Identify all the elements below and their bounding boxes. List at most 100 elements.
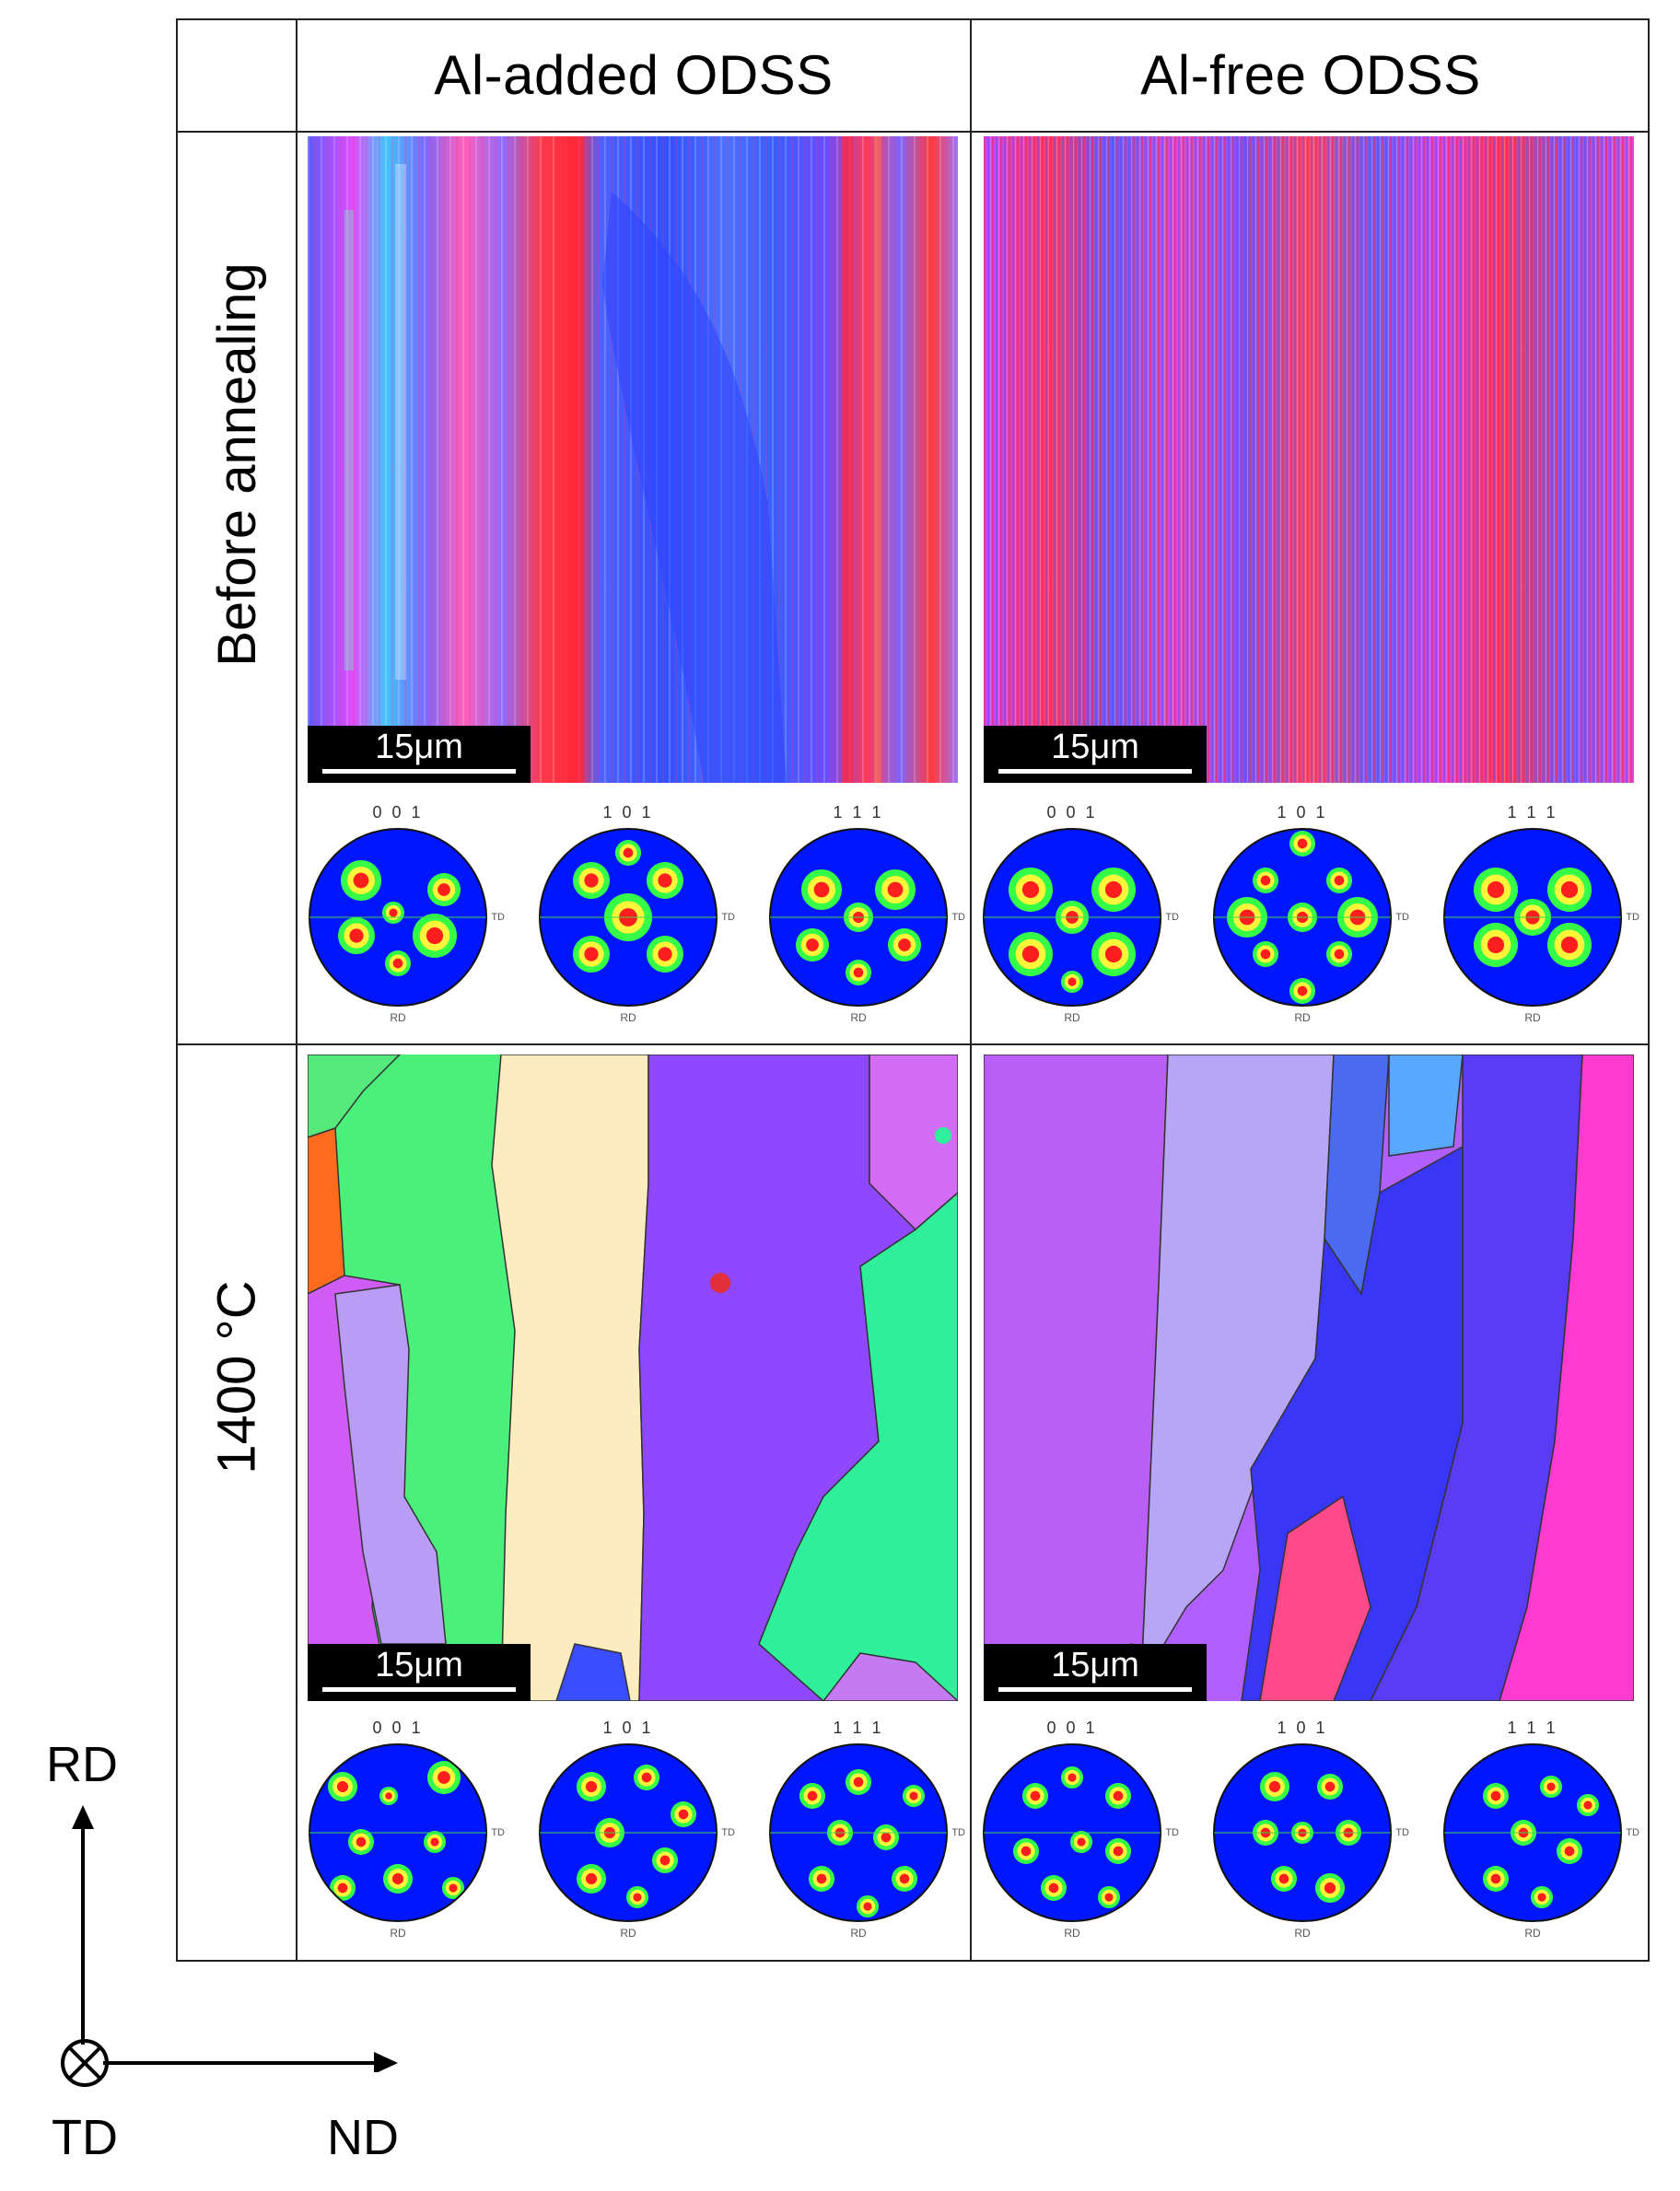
pole-figure-plot [1213, 1743, 1392, 1922]
pole-figure-plot [1443, 828, 1622, 1007]
ebsd-texture-al-free-before [984, 136, 1634, 783]
pole-figure-intensity-spot [430, 1837, 439, 1847]
axis-label-td: TD [52, 2110, 118, 2165]
pole-figure-intensity-spot [633, 1893, 642, 1902]
pole-figure-2: 1 0 1 TD RD [1210, 803, 1409, 1024]
pole-figure-intensity-spot [1490, 1873, 1501, 1884]
pole-figure-intensity-spot [1487, 936, 1505, 954]
pole-figure-index: 1 0 1 [1277, 803, 1328, 822]
pole-figure-index: 1 0 1 [1277, 1719, 1328, 1737]
pole-figure-td-label: TD [951, 912, 965, 923]
pole-figure-intensity-spot [1104, 945, 1123, 963]
pole-figures-al-free-1400c: 0 0 1 TD RD 1 0 1 TD RD 1 1 1 TD RD [980, 1719, 1639, 1958]
pole-figures-al-added-1400c: 0 0 1 TD RD 1 0 1 TD RD 1 1 1 TD RD [306, 1719, 965, 1958]
pole-figure-intensity-spot [1104, 1893, 1114, 1902]
row-divider [176, 1043, 1650, 1045]
pole-figure-intensity-spot [1048, 1882, 1059, 1894]
pole-figure-index: 1 1 1 [833, 803, 884, 822]
pole-figure-3: 1 1 1 TD RD [766, 803, 965, 1024]
pole-figure-intensity-spot [389, 908, 398, 917]
pole-figure-intensity-spot [1113, 1846, 1124, 1857]
scale-bar-line [998, 1687, 1192, 1692]
pole-figures-al-added-before: 0 0 1 TD RD 1 0 1 TD RD 1 1 1 TD RD [306, 803, 965, 1043]
pole-figure-intensity-spot [1068, 1773, 1077, 1782]
ebsd-map-al-free-1400c: 15μm [984, 1055, 1634, 1701]
pole-figure-intensity-spot [813, 881, 830, 898]
header-row-divider [176, 131, 1650, 133]
pole-figure-index: 1 1 1 [1507, 1719, 1558, 1737]
pole-figure-2: 1 0 1 TD RD [536, 803, 735, 1024]
pole-figure-td-label: TD [951, 1827, 965, 1838]
pole-figure-intensity-spot [449, 1883, 458, 1893]
pole-figure-plot [539, 1743, 718, 1922]
pole-figure-intensity-spot [1334, 949, 1345, 960]
pole-figure-intensity-spot [1104, 880, 1123, 899]
pole-figure-intensity-spot [1077, 1837, 1086, 1847]
pole-figure-index: 0 0 1 [1046, 1719, 1098, 1737]
pole-figure-intensity-spot [1560, 880, 1579, 899]
pole-figure-2: 1 0 1 TD RD [1210, 1719, 1409, 1940]
pole-figure-intensity-spot [336, 1780, 349, 1793]
pole-figure-intensity-spot [659, 1855, 671, 1866]
pole-figure-rd-label: RD [850, 1927, 867, 1940]
pole-figure-intensity-spot [1021, 945, 1040, 963]
scale-bar: 15μm [308, 1644, 531, 1701]
pole-figure-plot [769, 828, 948, 1007]
pole-figure-intensity-spot [853, 1777, 864, 1788]
pole-figure-td-label: TD [1165, 1827, 1179, 1838]
ebsd-texture-al-added-before [308, 136, 958, 783]
pole-figures-al-free-before: 0 0 1 TD RD 1 0 1 TD RD 1 1 1 TD RD [980, 803, 1639, 1043]
pole-figure-1: 0 0 1 TD RD [306, 1719, 505, 1940]
pole-figure-intensity-spot [678, 1809, 689, 1820]
axis-label-nd: ND [327, 2110, 399, 2165]
axis-label-rd: RD [46, 1737, 118, 1792]
pole-figure-intensity-spot [1334, 875, 1345, 886]
scale-bar-label: 15μm [1051, 1646, 1139, 1684]
pole-figure-rd-label: RD [1294, 1011, 1311, 1024]
pole-figure-td-label: TD [1165, 912, 1179, 923]
pole-figure-intensity-spot [853, 967, 864, 978]
pole-figure-intensity-spot [385, 1792, 392, 1800]
pole-figure-intensity-spot [863, 1902, 872, 1911]
pole-figure-index: 1 1 1 [833, 1719, 884, 1737]
pole-figure-plot [1213, 828, 1392, 1007]
pole-figure-index: 0 0 1 [1046, 803, 1098, 822]
row-label-1400c: 1400 °C [176, 1045, 298, 1708]
scale-bar: 15μm [984, 1644, 1207, 1701]
pole-figure-intensity-spot [438, 883, 450, 896]
row-header-divider [296, 18, 298, 1962]
pole-figure-td-label: TD [721, 1827, 735, 1838]
pole-figure-intensity-spot [426, 927, 444, 945]
pole-figure-index: 1 1 1 [1507, 803, 1558, 822]
pole-figure-intensity-spot [1297, 838, 1308, 849]
ebsd-grains-al-free-1400c [984, 1055, 1634, 1701]
pole-figure-plot [1443, 1743, 1622, 1922]
ebsd-grains-al-added-1400c [308, 1055, 958, 1701]
pole-figure-1: 0 0 1 TD RD [306, 803, 505, 1024]
pole-figure-intensity-spot [899, 1873, 910, 1884]
pole-figure-intensity-spot [1030, 1790, 1041, 1801]
pole-figure-intensity-spot [1260, 875, 1271, 886]
pole-figure-intensity-spot [887, 881, 904, 898]
pole-figure-intensity-spot [1021, 880, 1040, 899]
pole-figure-td-label: TD [1395, 912, 1409, 923]
column-header-al-added: Al-added ODSS [434, 43, 834, 106]
pole-figure-rd-label: RD [1064, 1011, 1080, 1024]
ebsd-map-al-free-before: 15μm [984, 136, 1634, 783]
pole-figure-intensity-spot [1324, 1781, 1336, 1792]
pole-figure-index: 1 0 1 [602, 803, 654, 822]
pole-figure-intensity-spot [658, 873, 672, 888]
pole-figure-intensity-spot [585, 1780, 598, 1793]
column-divider [970, 18, 972, 1962]
pole-figure-index: 0 0 1 [372, 1719, 424, 1737]
pole-figure-intensity-spot [1260, 949, 1271, 960]
row-label-before-annealing: Before annealing [176, 133, 298, 796]
pole-figure-td-label: TD [1626, 1827, 1639, 1838]
pole-figure-rd-label: RD [620, 1927, 636, 1940]
pole-figure-rd-label: RD [1524, 1927, 1541, 1940]
pole-figure-3: 1 1 1 TD RD [766, 1719, 965, 1940]
pole-figure-intensity-spot [585, 1872, 598, 1885]
ebsd-map-al-added-1400c: 15μm [308, 1055, 958, 1701]
pole-figure-intensity-spot [623, 847, 634, 858]
pole-figure-intensity-spot [438, 1771, 450, 1784]
